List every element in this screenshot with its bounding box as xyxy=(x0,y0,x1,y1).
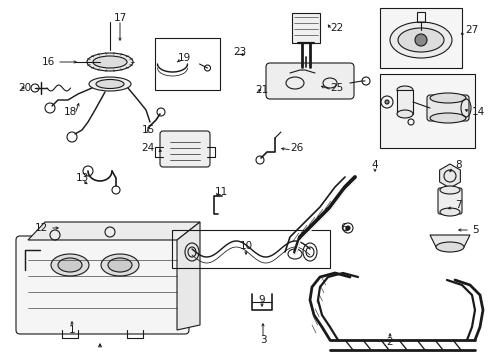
Ellipse shape xyxy=(108,258,132,272)
FancyBboxPatch shape xyxy=(265,63,353,99)
Ellipse shape xyxy=(101,254,139,276)
FancyBboxPatch shape xyxy=(160,131,209,167)
Text: 10: 10 xyxy=(239,241,252,251)
Text: 19: 19 xyxy=(178,53,191,63)
Text: 12: 12 xyxy=(35,223,48,233)
Text: 4: 4 xyxy=(371,160,378,170)
Ellipse shape xyxy=(51,254,89,276)
Text: 13: 13 xyxy=(75,173,88,183)
Bar xyxy=(155,38,220,90)
FancyBboxPatch shape xyxy=(437,188,461,214)
Ellipse shape xyxy=(87,53,133,71)
FancyBboxPatch shape xyxy=(426,95,468,121)
Ellipse shape xyxy=(439,186,459,194)
Text: 1: 1 xyxy=(68,325,75,335)
Bar xyxy=(172,230,329,268)
Text: 27: 27 xyxy=(464,25,477,35)
Ellipse shape xyxy=(93,56,127,68)
Bar xyxy=(379,74,474,148)
Bar xyxy=(416,12,424,22)
Text: 9: 9 xyxy=(258,295,265,305)
Text: 6: 6 xyxy=(339,223,346,233)
Ellipse shape xyxy=(89,77,131,91)
Text: 25: 25 xyxy=(329,83,343,93)
Polygon shape xyxy=(429,235,469,247)
Text: 11: 11 xyxy=(215,187,228,197)
Bar xyxy=(291,13,319,43)
Bar xyxy=(396,90,412,114)
Ellipse shape xyxy=(389,22,451,58)
Polygon shape xyxy=(439,164,459,188)
Ellipse shape xyxy=(435,242,463,252)
Text: 14: 14 xyxy=(471,107,484,117)
Text: 21: 21 xyxy=(254,85,268,95)
Text: 2: 2 xyxy=(386,337,392,347)
Ellipse shape xyxy=(58,258,82,272)
Text: 8: 8 xyxy=(454,160,461,170)
Text: 26: 26 xyxy=(289,143,303,153)
FancyBboxPatch shape xyxy=(16,236,189,334)
Ellipse shape xyxy=(397,28,443,52)
Text: 15: 15 xyxy=(141,125,154,135)
Bar xyxy=(379,8,461,68)
Text: 24: 24 xyxy=(142,143,155,153)
Text: 20: 20 xyxy=(18,83,31,93)
Text: 7: 7 xyxy=(454,200,461,210)
Ellipse shape xyxy=(96,80,124,89)
Ellipse shape xyxy=(396,110,412,118)
Circle shape xyxy=(384,100,388,104)
Polygon shape xyxy=(177,222,200,330)
Circle shape xyxy=(414,34,426,46)
Ellipse shape xyxy=(429,93,465,103)
Text: 17: 17 xyxy=(113,13,126,23)
Text: 5: 5 xyxy=(471,225,478,235)
Text: 16: 16 xyxy=(41,57,55,67)
Text: 22: 22 xyxy=(329,23,343,33)
Text: 3: 3 xyxy=(259,335,266,345)
Text: 23: 23 xyxy=(232,47,246,57)
Polygon shape xyxy=(28,222,200,240)
Text: 18: 18 xyxy=(63,107,77,117)
Ellipse shape xyxy=(396,86,412,94)
Circle shape xyxy=(346,226,349,230)
Ellipse shape xyxy=(439,208,459,216)
Ellipse shape xyxy=(429,113,465,123)
